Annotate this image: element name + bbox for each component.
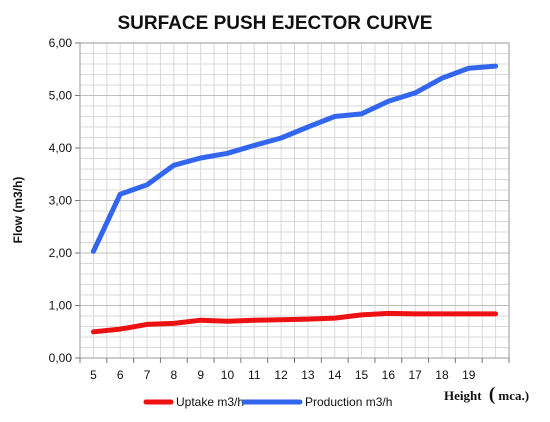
y-axis-ticks: 0,00 1,00 2,00 3,00 4,00 5,00 6,00 — [49, 36, 80, 365]
x-axis-label: Height ( mca.) — [444, 384, 529, 405]
legend: Uptake m3/h Production m3/h — [143, 395, 392, 409]
x-tick-label: 8 — [171, 368, 178, 382]
x-tick-label: 6 — [117, 368, 124, 382]
y-axis-label: Flow (m3/h) — [11, 177, 25, 244]
x-tick-label: 13 — [301, 368, 315, 382]
x-axis-ticks: 5 6 7 8 9 10 11 12 13 14 15 16 17 18 19 — [79, 358, 510, 382]
chart-title: SURFACE PUSH EJECTOR CURVE — [118, 13, 433, 34]
x-tick-label: 5 — [90, 368, 97, 382]
y-tick-label: 4,00 — [49, 141, 73, 155]
y-tick-label: 2,00 — [49, 246, 73, 260]
x-tick-label: 12 — [274, 368, 288, 382]
y-tick-label: 1,00 — [49, 299, 73, 313]
x-axis-label-unit: mca.) — [498, 388, 529, 403]
y-tick-label: 6,00 — [49, 36, 73, 50]
x-axis-label-paren: ( — [489, 384, 495, 405]
x-tick-label: 15 — [355, 368, 369, 382]
x-tick-label: 10 — [221, 368, 235, 382]
y-tick-label: 3,00 — [49, 194, 73, 208]
production-series-line — [90, 63, 499, 254]
x-tick-label: 17 — [408, 368, 422, 382]
y-tick-label: 0,00 — [49, 351, 73, 365]
y-tick-label: 5,00 — [49, 89, 73, 103]
uptake-series-line — [90, 310, 499, 335]
grid — [79, 42, 510, 359]
legend-label-production: Production m3/h — [305, 395, 392, 409]
x-tick-label: 19 — [462, 368, 476, 382]
legend-label-uptake: Uptake m3/h — [176, 395, 244, 409]
x-axis-label-text: Height — [444, 388, 482, 403]
x-tick-label: 7 — [144, 368, 151, 382]
x-tick-label: 9 — [197, 368, 204, 382]
series-lines — [90, 63, 499, 335]
x-tick-label: 14 — [328, 368, 342, 382]
x-tick-label: 11 — [248, 368, 261, 382]
x-tick-label: 16 — [382, 368, 396, 382]
x-tick-label: 18 — [435, 368, 449, 382]
